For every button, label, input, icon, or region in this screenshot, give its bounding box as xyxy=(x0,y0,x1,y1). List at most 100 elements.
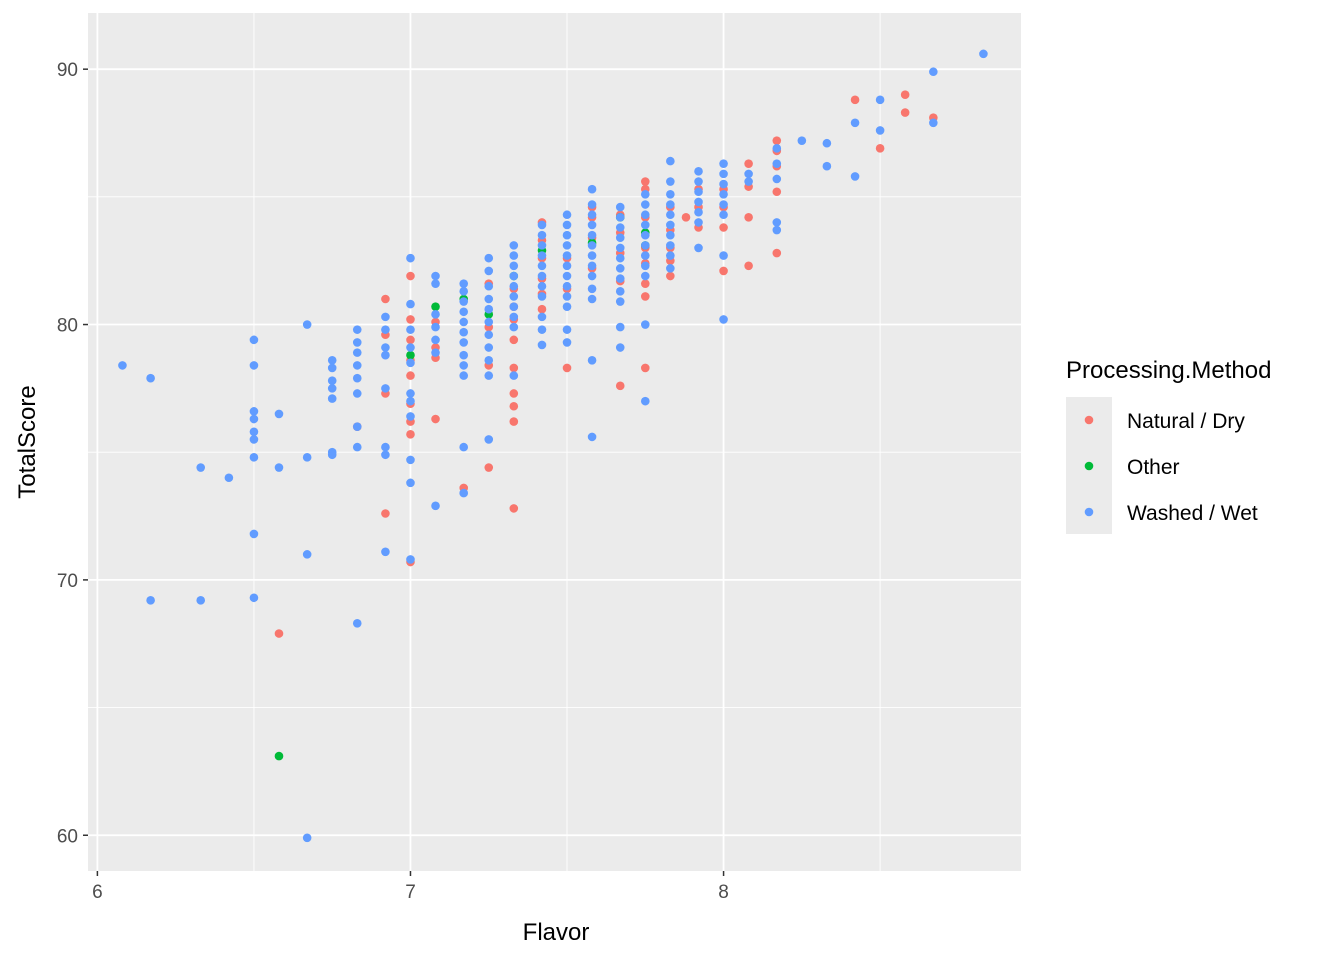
data-point xyxy=(274,463,284,472)
data-point xyxy=(537,340,547,350)
y-tick-label: 60 xyxy=(57,826,78,847)
data-point xyxy=(772,174,782,184)
data-point xyxy=(537,220,547,230)
data-point xyxy=(615,343,625,352)
data-point xyxy=(640,261,650,271)
data-point xyxy=(562,241,572,250)
data-point xyxy=(249,593,259,603)
data-point xyxy=(640,177,650,186)
data-point xyxy=(587,271,597,281)
data-point xyxy=(249,414,259,424)
data-point xyxy=(352,338,362,347)
data-point xyxy=(615,223,625,232)
data-point xyxy=(509,417,519,426)
x-tick-label: 6 xyxy=(92,882,103,903)
data-point xyxy=(431,501,440,511)
data-point xyxy=(484,317,494,327)
data-point xyxy=(666,210,675,220)
y-tick-label: 90 xyxy=(57,60,78,81)
data-point xyxy=(352,373,362,383)
data-point xyxy=(327,355,337,365)
data-point xyxy=(381,343,390,352)
data-point xyxy=(797,136,807,145)
data-point xyxy=(146,373,155,383)
data-point xyxy=(381,450,390,460)
x-tick-label: 8 xyxy=(718,882,729,903)
data-point xyxy=(719,223,728,232)
data-point xyxy=(537,241,547,250)
data-point xyxy=(640,220,650,230)
legend-label: Natural / Dry xyxy=(1127,410,1245,433)
data-point xyxy=(640,279,650,288)
data-point xyxy=(484,304,494,314)
data-point xyxy=(509,335,519,345)
data-point xyxy=(327,376,337,386)
data-point xyxy=(666,271,675,281)
data-point xyxy=(484,266,494,276)
data-point xyxy=(694,177,703,186)
data-point xyxy=(274,751,284,761)
data-point xyxy=(406,325,415,334)
data-point xyxy=(562,271,572,281)
y-tick-label: 80 xyxy=(57,316,78,337)
data-point xyxy=(509,371,519,380)
data-points xyxy=(118,49,988,843)
data-point xyxy=(509,363,519,373)
data-point xyxy=(537,292,547,301)
data-point xyxy=(615,233,625,243)
data-point xyxy=(694,187,703,197)
y-tick-label: 70 xyxy=(57,571,78,592)
data-point xyxy=(587,230,597,240)
legend-title: Processing.Method xyxy=(1066,357,1271,384)
data-point xyxy=(381,294,390,304)
data-point xyxy=(850,118,860,128)
data-point xyxy=(381,509,390,518)
data-point xyxy=(587,251,597,260)
data-point xyxy=(352,325,362,334)
data-point xyxy=(459,371,469,380)
data-point xyxy=(900,108,910,117)
legend-label: Washed / Wet xyxy=(1127,502,1258,525)
data-point xyxy=(615,253,625,263)
data-point xyxy=(459,338,469,347)
data-point xyxy=(666,156,675,166)
data-point xyxy=(822,161,832,171)
data-point xyxy=(509,292,519,301)
data-point xyxy=(381,547,390,557)
data-point xyxy=(352,389,362,398)
data-point xyxy=(537,281,547,291)
minor-gridlines xyxy=(88,13,1021,871)
data-point xyxy=(744,177,753,186)
data-point xyxy=(249,361,259,370)
data-point xyxy=(406,343,415,352)
data-point xyxy=(352,619,362,628)
data-point xyxy=(537,312,547,322)
data-point xyxy=(484,463,494,472)
data-point xyxy=(431,414,440,424)
data-point xyxy=(484,281,494,291)
data-point xyxy=(640,230,650,240)
data-point xyxy=(640,396,650,406)
data-point xyxy=(459,361,469,370)
data-point xyxy=(875,126,885,135)
data-point xyxy=(509,389,519,398)
data-point xyxy=(562,210,572,220)
data-point xyxy=(822,138,832,148)
legend-key-marker xyxy=(1084,461,1094,471)
legend-items: Natural / Dry Other Washed / Wet xyxy=(1084,410,1258,525)
y-axis: 60 70 80 90 xyxy=(57,60,88,847)
data-point xyxy=(562,251,572,260)
data-point xyxy=(719,315,728,324)
data-point xyxy=(509,261,519,271)
data-point xyxy=(509,504,519,513)
data-point xyxy=(509,302,519,311)
data-point xyxy=(274,629,284,638)
data-point xyxy=(615,274,625,283)
data-point xyxy=(327,450,337,460)
data-point xyxy=(772,159,782,168)
data-point xyxy=(615,212,625,222)
data-point xyxy=(850,95,860,105)
data-point xyxy=(249,407,259,416)
data-point xyxy=(196,596,206,605)
data-point xyxy=(719,210,728,220)
